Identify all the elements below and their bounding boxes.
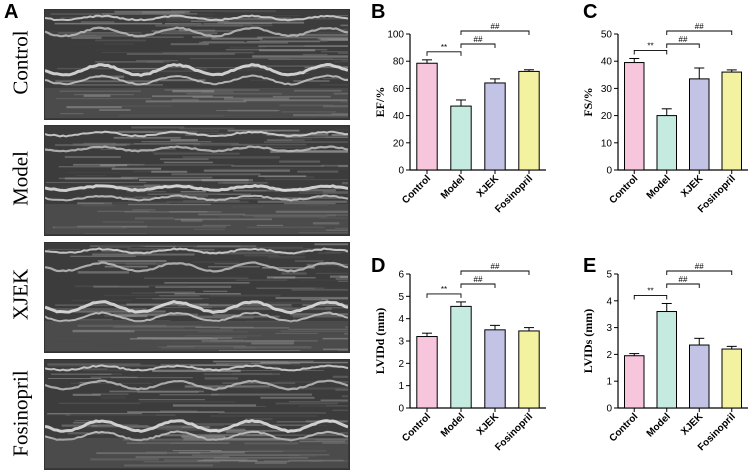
significance-label: **: [647, 286, 653, 295]
y-tick-label: 6: [398, 270, 404, 281]
bar-xjek: [484, 82, 506, 171]
x-tick-label-model: Model: [439, 173, 467, 201]
x-tick-label-model: Model: [645, 173, 673, 201]
significance-label: ##: [491, 22, 500, 31]
y-tick-label: 1: [606, 377, 612, 388]
y-tick-label: 20: [393, 138, 405, 149]
bar-fosinopril: [518, 70, 540, 171]
significance-label: ##: [491, 262, 500, 271]
panel-letter-a: A: [4, 1, 19, 23]
significance-bracket: [633, 50, 668, 55]
echo-image-model: [44, 125, 350, 236]
significance-bracket: [460, 270, 530, 275]
y-tick-label: 3: [398, 337, 404, 348]
y-tick-label: 0: [398, 166, 404, 177]
y-tick-label: 0: [606, 404, 612, 415]
bar-fosinopril: [721, 348, 742, 409]
y-tick-label: 3: [606, 323, 612, 334]
y-tick-label: 4: [398, 314, 404, 325]
significance-label: ##: [695, 262, 704, 271]
bar-xjek: [484, 329, 506, 409]
significance-label: **: [441, 43, 447, 52]
bar-fosinopril: [518, 330, 540, 409]
echo-label-control: Control: [8, 30, 33, 95]
bar-control: [416, 62, 438, 171]
y-axis-label: EF/%: [373, 87, 387, 118]
y-tick-label: 80: [393, 57, 405, 68]
x-tick-label-control: Control: [400, 173, 433, 206]
significance-bracket: [426, 51, 462, 56]
y-tick-label: 60: [393, 84, 405, 95]
bar-model: [656, 311, 677, 409]
y-tick-label: 40: [601, 57, 613, 68]
significance-bracket: [666, 270, 733, 275]
x-tick-label-xjek: XJEK: [475, 173, 502, 200]
x-tick-label-xjek: XJEK: [679, 173, 706, 200]
y-tick-label: 0: [606, 166, 612, 177]
significance-bracket: [666, 30, 733, 35]
panel-letter-d: D: [371, 255, 386, 277]
y-tick-label: 100: [387, 30, 404, 41]
significance-bracket: [460, 30, 530, 35]
significance-bracket: [666, 283, 700, 288]
y-tick-label: 5: [398, 292, 404, 303]
x-tick-label-xjek: XJEK: [475, 411, 502, 438]
panel-letter-b: B: [371, 1, 386, 23]
significance-label: ##: [679, 275, 688, 284]
y-tick-label: 30: [601, 84, 613, 95]
y-axis-label: LVIDd (mm): [373, 308, 387, 375]
y-tick-label: 1: [398, 381, 404, 392]
echo-image-fosinopril: [44, 359, 350, 470]
significance-label: **: [441, 285, 447, 294]
y-tick-label: 4: [606, 296, 612, 307]
x-tick-label-control: Control: [607, 173, 640, 206]
bar-fosinopril: [721, 71, 742, 171]
significance-label: **: [647, 41, 653, 50]
y-tick-label: 0: [398, 404, 404, 415]
y-tick-label: 50: [601, 30, 613, 41]
y-axis-label: FS/%: [581, 87, 595, 116]
bar-control: [624, 62, 645, 171]
x-tick-label-model: Model: [645, 411, 673, 439]
y-tick-label: 5: [606, 270, 612, 281]
significance-bracket: [460, 43, 496, 48]
echo-image-xjek: [44, 242, 350, 353]
significance-bracket: [666, 43, 700, 48]
x-tick-label-model: Model: [439, 411, 467, 439]
significance-bracket: [426, 293, 462, 298]
bar-control: [624, 355, 645, 409]
significance-bracket: [633, 295, 668, 300]
y-tick-label: 10: [601, 138, 613, 149]
echo-image-control: [44, 9, 350, 120]
y-tick-label: 2: [606, 350, 612, 361]
bar-xjek: [689, 78, 710, 171]
panel-letter-e: E: [583, 255, 597, 277]
bar-model: [656, 115, 677, 171]
x-tick-label-control: Control: [400, 411, 433, 444]
significance-label: ##: [679, 35, 688, 44]
significance-label: ##: [474, 275, 483, 284]
significance-label: ##: [474, 35, 483, 44]
echo-label-model: Model: [8, 151, 33, 206]
y-tick-label: 40: [393, 111, 405, 122]
bar-xjek: [689, 344, 710, 409]
x-tick-label-control: Control: [607, 411, 640, 444]
y-tick-label: 20: [601, 111, 613, 122]
significance-label: ##: [695, 22, 704, 31]
y-tick-label: 2: [398, 359, 404, 370]
bar-model: [450, 105, 472, 171]
echo-label-xjek: XJEK: [8, 268, 33, 321]
significance-bracket: [460, 283, 496, 288]
panel-letter-c: C: [583, 1, 598, 23]
bar-control: [416, 336, 438, 409]
bar-model: [450, 305, 472, 409]
y-axis-label: LVIDs (mm): [581, 309, 595, 374]
echo-label-fosinopril: Fosinopril: [8, 370, 33, 457]
x-tick-label-xjek: XJEK: [679, 411, 706, 438]
